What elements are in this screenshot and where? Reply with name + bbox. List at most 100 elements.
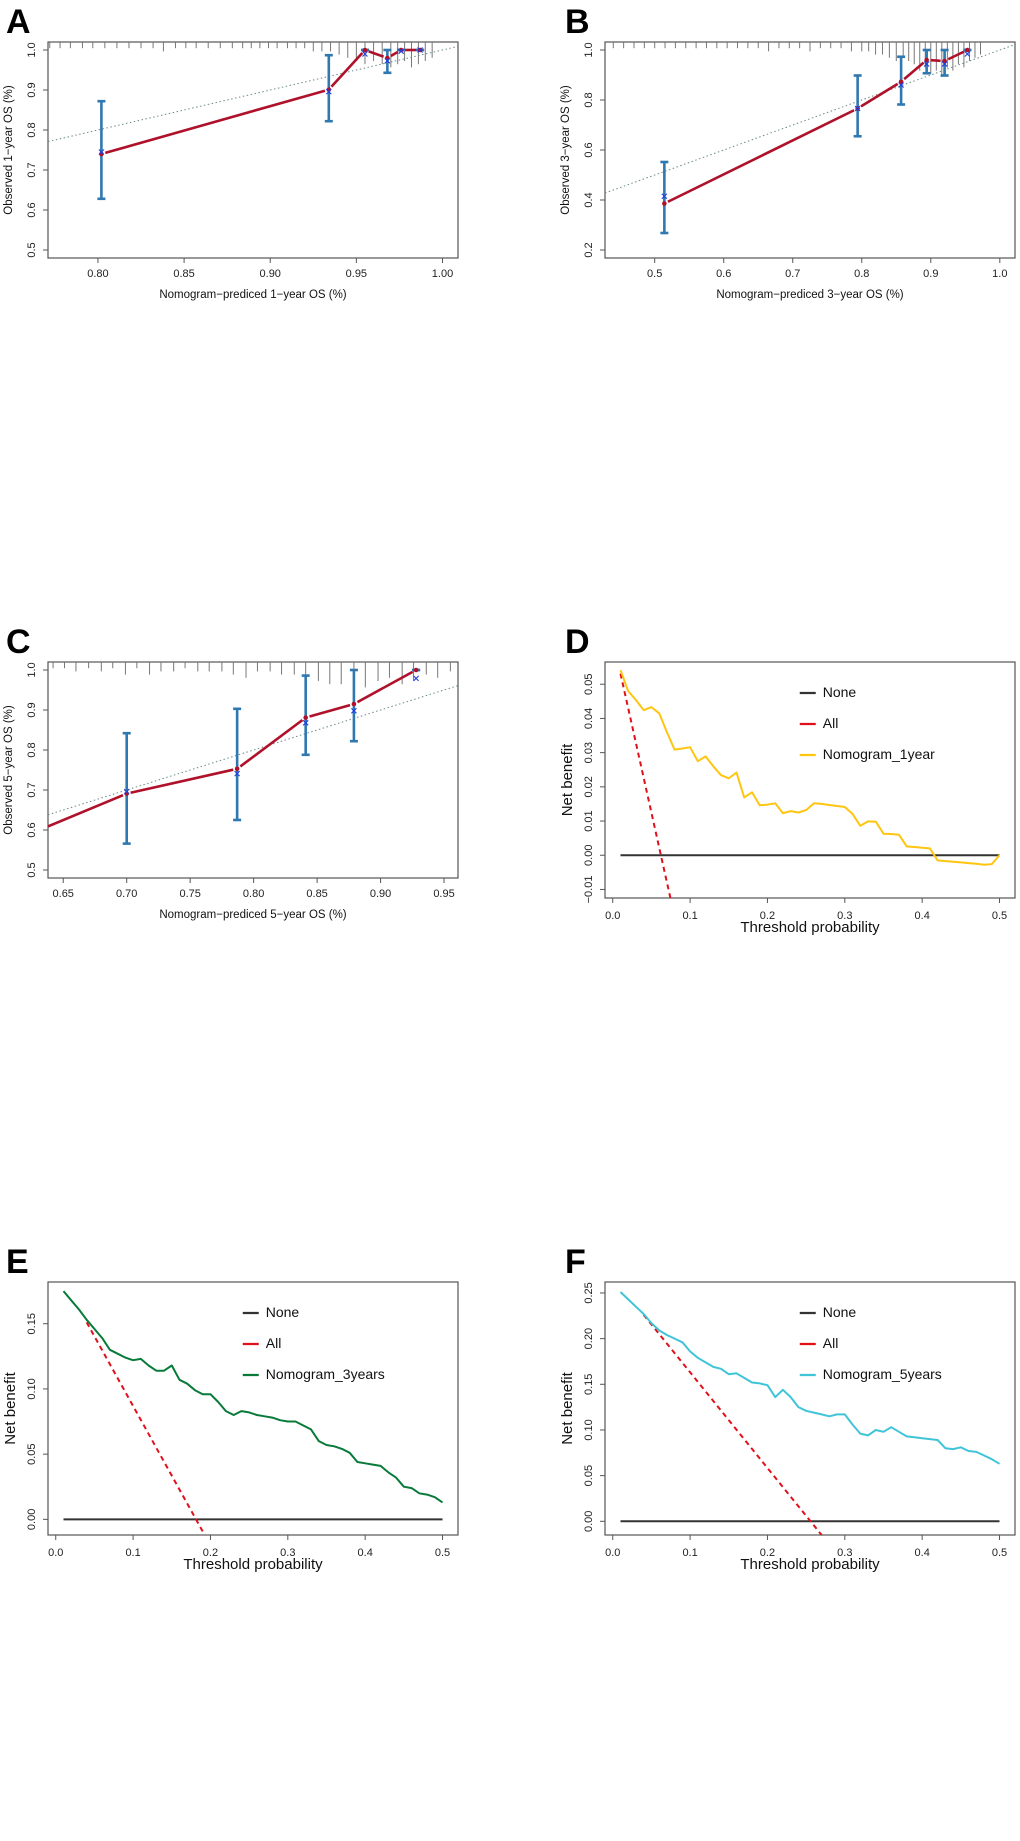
dca-chart-3years: 0.0 0.1 0.2 0.3 0.4 0.5 0.00 0.05 0.10 0.15 Thresh…	[2, 1281, 459, 1573]
calibration-point	[303, 715, 308, 720]
observed-marker	[325, 88, 332, 95]
dca-chart-1year: 0.0 0.1 0.2 0.3 0.4 0.5 −0.01 0.00 0.01 0.02 0.03 0…	[559, 661, 1016, 936]
ideal-line	[605, 44, 1015, 194]
panel-b: B 0.5 0.6 0.7 0.8 0.9 1.0 0.2 0.4 0.6 0.8 1.0 Nomog…	[510, 0, 1020, 620]
x-tick-label: 0.3	[837, 1547, 852, 1559]
calibration-point	[662, 201, 667, 206]
observed-marker	[302, 719, 309, 726]
series-line-nomogram-5years	[619, 1291, 1001, 1465]
x-tick-label: 0.2	[760, 910, 775, 922]
plot-frame	[604, 661, 1016, 899]
y-tick-label: 0.8	[583, 92, 595, 107]
x-tick-label: 0.1	[125, 1547, 140, 1559]
y-tick-label: 0.01	[583, 810, 595, 831]
y-tick-label: 1.0	[583, 42, 595, 57]
observed-marker	[362, 51, 368, 57]
calibration-line-segment	[130, 768, 234, 794]
legend-label: None	[823, 684, 857, 700]
y-tick-label: 0.15	[26, 1313, 38, 1334]
x-tick-label: 0.5	[435, 1547, 450, 1559]
calibration-line-segment	[309, 703, 351, 718]
x-tick-label: 0.4	[358, 1547, 373, 1559]
x-tick-label: 0.8	[854, 268, 869, 280]
calibration-point	[362, 47, 368, 53]
x-tick-label: 0.90	[370, 888, 391, 900]
calibration-chart-3year: 0.5 0.6 0.7 0.8 0.9 1.0 0.2 0.4 0.6 0.8 1.0 Nomogra…	[560, 41, 1016, 301]
legend-label: None	[266, 1304, 300, 1320]
observed-marker	[98, 149, 105, 155]
observed-marker	[941, 61, 948, 67]
x-tick-label: 0.5	[992, 1547, 1007, 1559]
x-tick-label: 0.5	[647, 268, 662, 280]
calibration-line-segment	[239, 718, 304, 768]
y-tick-label: 0.15	[583, 1374, 595, 1395]
y-tick-label: 0.20	[583, 1328, 595, 1349]
x-axis-title: Nomogram−prediced 3−year OS (%)	[716, 289, 903, 301]
y-axis-title: Observed 3−year OS (%)	[560, 85, 572, 215]
legend-label: All	[823, 715, 839, 731]
legend-label: All	[266, 1335, 282, 1351]
panel-e: E 0.0 0.1 0.2 0.3 0.4 0.5 0.00 0.05 0.10 0.15 Thre…	[0, 1240, 510, 1841]
calibration-chart-5year: 0.65 0.70 0.75 0.80 0.85 0.90 0.95 0.5 0.6 0.7 0.8…	[3, 661, 459, 921]
y-tick-label: 0.7	[26, 162, 38, 177]
observed-marker	[384, 57, 391, 64]
y-tick-label: 0.10	[583, 1419, 595, 1440]
x-tick-label: 1.00	[432, 268, 453, 280]
series-line-nomogram-1year	[619, 669, 1001, 866]
plot-frame	[47, 661, 459, 879]
calibration-line-segment	[667, 109, 855, 203]
observed-marker	[898, 82, 904, 88]
y-tick-label: 0.04	[583, 708, 595, 729]
plot-frame	[47, 1281, 459, 1536]
calibration-chart-1year: 0.80 0.85 0.90 0.95 1.00 0.5 0.6 0.7 0.8 0.9 1.0 No…	[3, 41, 459, 301]
x-tick-label: 0.65	[53, 888, 74, 900]
x-tick-label: 0.80	[243, 888, 264, 900]
y-axis-title: Net benefit	[2, 1371, 19, 1444]
plot-frame	[604, 41, 1016, 259]
observed-marker	[413, 675, 419, 682]
calibration-line-segment	[930, 58, 941, 63]
x-tick-label: 0.2	[203, 1547, 218, 1559]
calibration-line-segment	[390, 50, 399, 58]
x-tick-label: 0.1	[682, 1547, 697, 1559]
plot-area	[619, 669, 1001, 898]
panel-letter: C	[6, 623, 31, 661]
ideal-line	[48, 45, 458, 143]
calibration-line-segment	[860, 82, 899, 108]
x-tick-label: 0.2	[760, 1547, 775, 1559]
y-tick-label: 1.0	[26, 662, 38, 677]
legend-label: None	[823, 1304, 857, 1320]
panel-a: A 0.80 0.85 0.90 0.95 1.00 0.5 0.6 0.7 0.8 0.9 1.0…	[0, 0, 510, 620]
x-axis-title: Nomogram−prediced 5−year OS (%)	[159, 909, 346, 921]
legend-label: All	[823, 1335, 839, 1351]
x-axis-title: Threshold probability	[740, 919, 880, 936]
y-tick-label: 0.25	[583, 1282, 595, 1303]
y-tick-label: 1.0	[26, 42, 38, 57]
plot-area	[48, 662, 458, 845]
x-tick-label: 0.0	[48, 1547, 63, 1559]
observed-marker	[234, 770, 241, 777]
observed-marker	[661, 193, 668, 200]
y-tick-label: 0.4	[583, 192, 595, 207]
y-tick-label: 0.03	[583, 742, 595, 763]
y-axis-title: Observed 5−year OS (%)	[3, 705, 15, 835]
x-tick-label: 0.0	[605, 1547, 620, 1559]
x-tick-label: 0.4	[915, 910, 930, 922]
panel-d: D 0.0 0.1 0.2 0.3 0.4 0.5 −0.01 0.00 0.01 0.02 0.0…	[510, 620, 1020, 1240]
x-tick-label: 0.1	[682, 910, 697, 922]
x-tick-label: 0.90	[260, 268, 281, 280]
x-tick-label: 0.70	[116, 888, 137, 900]
y-tick-label: 0.00	[26, 1509, 38, 1530]
calibration-line-segment	[368, 50, 385, 58]
y-tick-label: 0.05	[583, 1465, 595, 1486]
dca-chart-5years: 0.0 0.1 0.2 0.3 0.4 0.5 0.00 0.05 0.10 0.15 0.20 0.…	[559, 1281, 1016, 1573]
y-axis-title: Net benefit	[559, 1371, 576, 1444]
y-tick-label: 0.7	[26, 782, 38, 797]
calibration-point	[351, 701, 357, 707]
y-tick-label: 0.5	[26, 242, 38, 257]
y-tick-label: 0.05	[26, 1443, 38, 1464]
x-tick-label: 0.3	[280, 1547, 295, 1559]
panel-letter: A	[6, 3, 31, 41]
panel-c: C 0.65 0.70 0.75 0.80 0.85 0.90 0.95 0.5 0.6 0.7 0…	[0, 620, 510, 1240]
calibration-point	[413, 667, 419, 673]
